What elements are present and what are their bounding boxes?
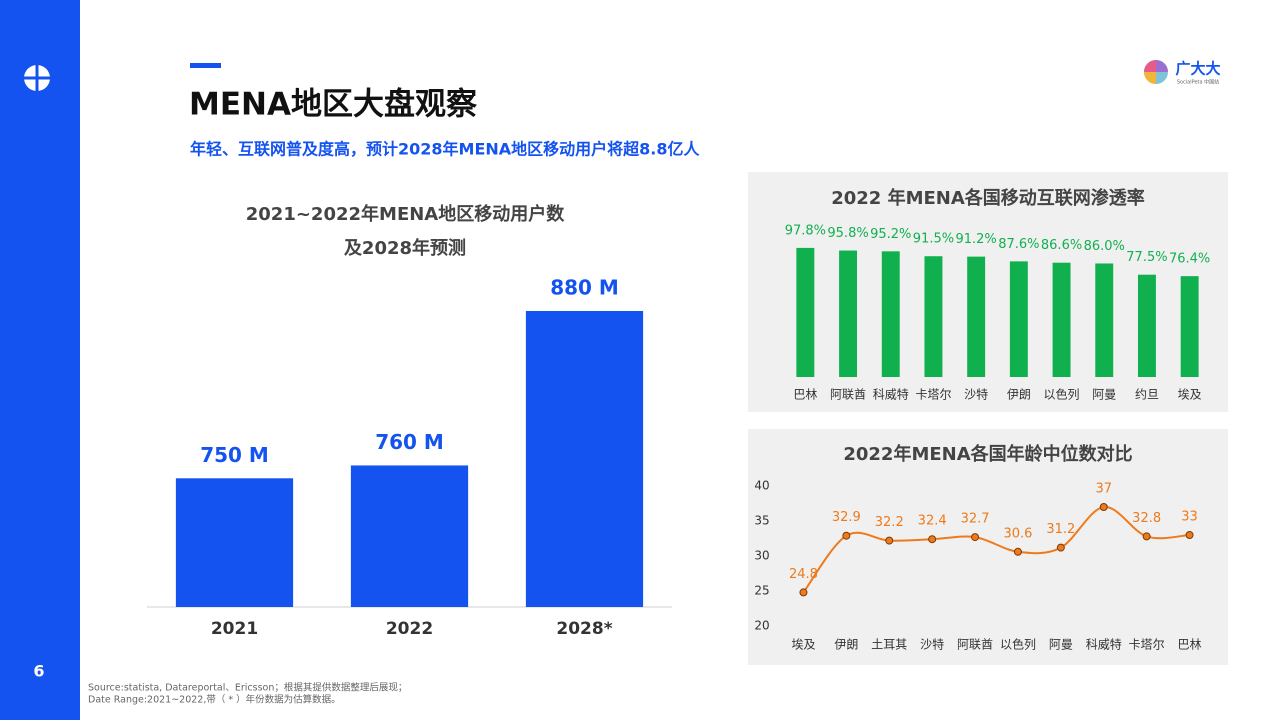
value-label: 750 M	[200, 443, 269, 467]
bar	[525, 311, 644, 607]
point	[1013, 547, 1022, 556]
y-tick-label: 35	[754, 514, 769, 528]
bar	[881, 251, 900, 377]
x-tick-label: 2028*	[556, 619, 612, 639]
x-tick-label: 伊朗	[834, 638, 858, 652]
value-label: 76.4%	[1169, 252, 1210, 267]
value-label: 77.5%	[1126, 250, 1167, 265]
value-label: 86.0%	[1084, 239, 1125, 254]
accent-bar	[190, 63, 221, 68]
bar	[924, 256, 943, 377]
x-tick-label: 阿联酋	[957, 637, 993, 652]
bar	[1009, 261, 1028, 377]
y-tick-label: 30	[754, 549, 769, 563]
bar	[1095, 263, 1114, 377]
value-label: 32.9	[832, 510, 861, 525]
brand-logo	[1144, 60, 1168, 84]
point	[928, 535, 937, 544]
brand-tagline: SocialPeta 中国站	[1177, 79, 1219, 86]
x-tick-label: 科威特	[873, 387, 909, 402]
value-label: 760 M	[375, 430, 444, 454]
x-tick-label: 阿曼	[1092, 388, 1116, 402]
bar	[796, 247, 815, 377]
point	[1099, 503, 1108, 511]
value-label: 97.8%	[785, 223, 826, 238]
brand-name: 广大大	[1175, 60, 1220, 78]
value-label: 32.7	[961, 512, 990, 527]
x-tick-label: 2021	[211, 619, 258, 639]
value-label: 91.5%	[913, 232, 954, 247]
line	[802, 505, 1190, 594]
bar	[839, 250, 858, 377]
point	[842, 531, 851, 540]
value-label: 87.6%	[998, 237, 1039, 252]
x-tick-label: 巴林	[1178, 638, 1202, 652]
x-tick-label: 2022	[386, 619, 433, 639]
value-label: 32.2	[875, 515, 904, 530]
x-tick-label: 沙特	[964, 387, 988, 402]
slide-title: MENA地区大盘观察	[189, 87, 478, 123]
value-label: 91.2%	[955, 232, 996, 247]
value-label: 30.6	[1003, 526, 1032, 541]
value-label: 95.8%	[827, 226, 868, 241]
point	[1185, 531, 1194, 539]
bar	[967, 256, 986, 377]
page-number: 6	[33, 662, 44, 681]
point	[1056, 543, 1065, 552]
point	[971, 533, 980, 542]
y-tick-label: 25	[754, 584, 769, 598]
x-tick-label: 土耳其	[871, 638, 907, 652]
chart-title: 及2028年预测	[344, 237, 466, 259]
x-tick-label: 以色列	[1000, 638, 1036, 652]
sidebar	[0, 0, 80, 720]
x-tick-label: 约旦	[1135, 387, 1159, 402]
value-label: 880 M	[550, 276, 619, 300]
x-tick-label: 伊朗	[1007, 388, 1031, 402]
bar	[1052, 262, 1071, 377]
point	[799, 588, 808, 597]
x-tick-label: 埃及	[791, 638, 815, 652]
slide-subtitle: 年轻、互联网普及度高，预计2028年MENA地区移动用户将超8.8亿人	[190, 140, 701, 159]
x-tick-label: 巴林	[793, 388, 817, 402]
x-tick-label: 卡塔尔	[1129, 637, 1165, 652]
bar	[175, 478, 294, 607]
point	[885, 536, 894, 545]
chart-title: 2021~2022年MENA地区移动用户数	[246, 203, 565, 225]
footer-note: Source:statista, Datareportal、Ericsson；根…	[88, 682, 407, 694]
x-tick-label: 沙特	[920, 637, 944, 652]
bar	[1137, 274, 1156, 377]
x-tick-label: 卡塔尔	[915, 387, 951, 402]
bar	[1180, 276, 1199, 377]
x-tick-label: 科威特	[1086, 637, 1122, 652]
bar	[350, 465, 469, 607]
value-label: 32.4	[918, 514, 947, 529]
chart-title: 2022 年MENA各国移动互联网渗透率	[831, 187, 1145, 209]
x-tick-label: 埃及	[1178, 388, 1202, 402]
point	[1142, 532, 1151, 541]
x-tick-label: 阿曼	[1049, 638, 1073, 652]
value-label: 31.2	[1046, 522, 1075, 537]
x-tick-label: 以色列	[1044, 388, 1080, 402]
y-tick-label: 20	[754, 619, 769, 633]
y-tick-label: 40	[754, 479, 769, 493]
value-label: 37	[1095, 482, 1112, 497]
footer-note: Date Range:2021~2022,带（ * ）年份数据为估算数据。	[88, 694, 341, 706]
sidebar-logo	[24, 65, 50, 91]
value-label: 24.8	[789, 567, 818, 582]
value-label: 86.6%	[1041, 238, 1082, 253]
chart-panel	[748, 429, 1228, 665]
value-label: 33	[1181, 510, 1198, 525]
value-label: 32.8	[1132, 511, 1161, 526]
chart-title: 2022年MENA各国年龄中位数对比	[843, 443, 1132, 465]
x-tick-label: 阿联酋	[830, 387, 866, 402]
value-label: 95.2%	[870, 227, 911, 242]
